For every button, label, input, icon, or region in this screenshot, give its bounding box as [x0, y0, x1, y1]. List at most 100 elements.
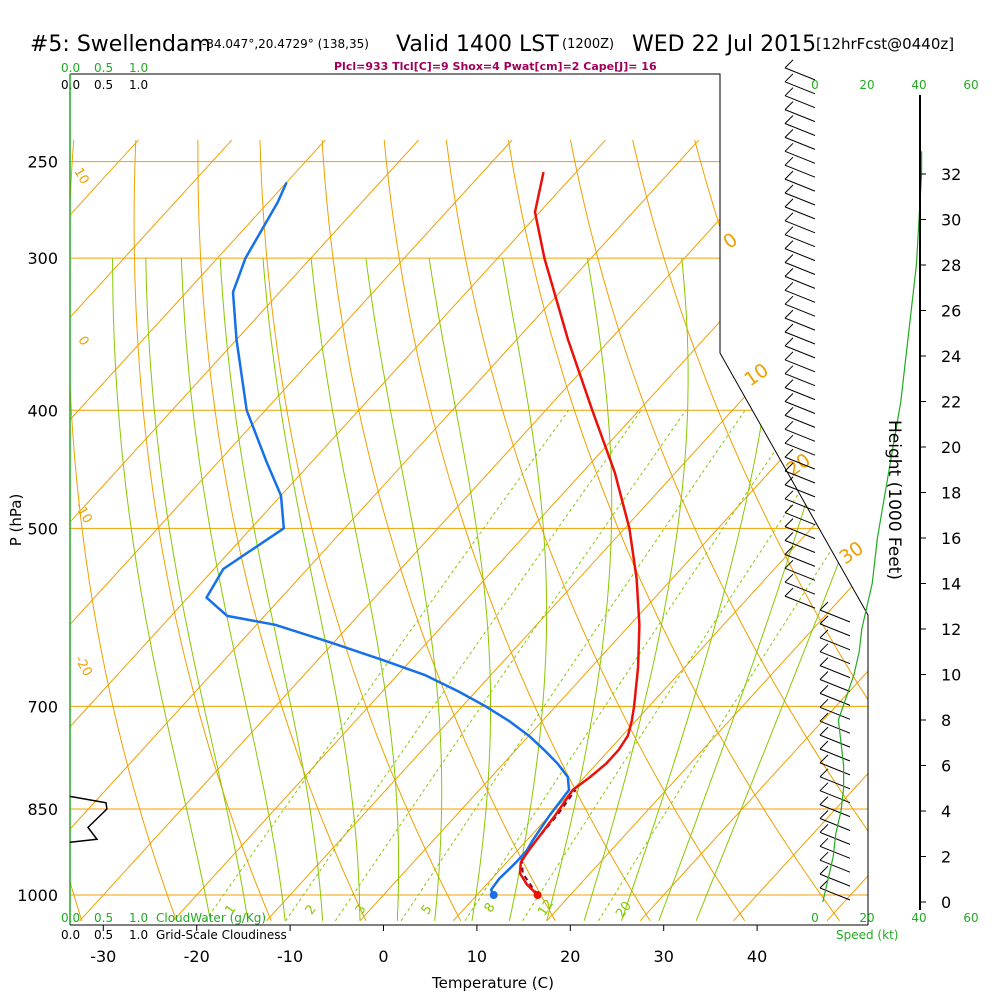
wind-barbs	[784, 59, 851, 901]
wind-barb-staff	[784, 234, 816, 248]
isotherm-30	[639, 139, 868, 922]
pressure-tick-label: 1000	[17, 886, 58, 905]
wind-barb-flag	[819, 615, 829, 625]
surface-dewpoint-marker	[489, 891, 498, 899]
speed-tick-bottom: 60	[963, 911, 978, 925]
height-tick-label: 8	[941, 711, 951, 730]
speed-axis-title: Speed (kt)	[836, 928, 898, 942]
cloudwater-scale-top-0: 0.0	[61, 61, 80, 75]
wind-barb	[784, 254, 816, 275]
isotherm-20	[546, 139, 868, 922]
wind-barb	[784, 546, 816, 567]
isotherm--50	[70, 139, 606, 922]
wind-barb-staff	[819, 692, 851, 706]
wind-barb-flag	[784, 198, 794, 208]
wind-barb	[784, 268, 816, 289]
wind-barb-staff	[784, 275, 816, 289]
cloudiness-scale-top-2: 1.0	[129, 78, 148, 92]
mixing-ratio-line	[522, 410, 855, 922]
wind-barb-staff	[784, 67, 816, 81]
forecast-info: [12hrFcst@0440z]	[816, 35, 954, 53]
wind-barb	[784, 420, 816, 442]
isotherm--70	[70, 139, 419, 922]
x-tick-label: -30	[90, 947, 116, 966]
wind-barb	[819, 851, 851, 873]
station-title: #5: Swellendam	[30, 32, 211, 57]
isotherm-40	[733, 139, 868, 922]
parcel-path	[520, 789, 577, 896]
y-axis-title: P (hPa)	[7, 494, 25, 547]
dry-adiabat	[133, 139, 272, 921]
wind-barb	[784, 587, 816, 609]
wind-barb-flag	[819, 865, 829, 875]
dry-adiabat-label: -10	[71, 500, 95, 526]
dry-adiabat-label: 0	[74, 334, 91, 349]
wind-barb-flag	[784, 518, 794, 527]
dry-adiabat	[445, 139, 746, 922]
wind-barb	[784, 73, 816, 95]
temperature-profile	[518, 171, 641, 896]
wind-barb-flag	[819, 796, 829, 805]
wind-barb	[819, 712, 851, 734]
wind-barb-flag	[784, 268, 794, 277]
wind-speed-profile	[822, 151, 923, 903]
wind-barb-staff	[784, 192, 816, 206]
moist-adiabat	[546, 258, 613, 921]
moist-adiabat	[695, 257, 868, 921]
wind-barb-flag	[784, 87, 794, 97]
speed-tick-top: 0	[811, 78, 819, 92]
moist-adiabat	[145, 258, 249, 921]
wind-barb-staff	[819, 776, 851, 790]
pressure-tick-label: 700	[27, 697, 58, 716]
wind-barb-staff	[819, 679, 851, 692]
wind-barb-flag	[819, 740, 829, 750]
forecast-date: WED 22 Jul 2015	[632, 32, 816, 57]
moist-adiabat	[428, 258, 491, 921]
mixing-ratio-line	[204, 410, 570, 922]
height-tick-label: 30	[941, 211, 961, 230]
wind-barb	[784, 407, 816, 428]
pressure-tick-label: 250	[27, 153, 58, 172]
mixing-ratio-line	[334, 410, 687, 922]
moist-adiabat	[365, 258, 443, 921]
isotherm-50	[826, 139, 868, 922]
cloudiness-line	[69, 795, 108, 843]
wind-barb-staff	[784, 220, 816, 234]
wind-barb-staff	[819, 873, 851, 887]
wind-barb-staff	[784, 553, 816, 567]
wind-barb-staff	[784, 526, 816, 540]
wind-barb	[784, 212, 816, 234]
x-tick-label: -20	[184, 947, 210, 966]
height-tick-label: 0	[941, 893, 951, 912]
isotherm-0	[359, 139, 868, 922]
mixing-ratio-label: 12	[535, 897, 557, 919]
wind-barb-staff	[784, 164, 816, 178]
speed-tick-top: 20	[859, 78, 874, 92]
dry-adiabat-label: 10	[70, 165, 91, 187]
wind-barb-flag	[784, 559, 794, 569]
mixing-ratio-label: 5	[419, 902, 436, 917]
wind-barb-flag	[819, 685, 829, 694]
wind-barb-flag	[784, 101, 794, 110]
wind-barb-staff	[819, 720, 851, 734]
wind-barb-staff	[784, 442, 816, 456]
x-tick-label: 20	[560, 947, 580, 966]
moist-adiabat-label: 30	[835, 537, 867, 569]
isotherm--40	[70, 139, 700, 922]
wind-barb-flag	[784, 546, 794, 555]
height-tick-label: 2	[941, 848, 951, 867]
wind-barb	[784, 295, 816, 317]
height-tick-label: 10	[941, 666, 961, 685]
wind-barb	[819, 810, 851, 831]
wind-barb-staff	[784, 81, 816, 95]
wind-barb	[784, 129, 816, 150]
wind-barb-staff	[784, 581, 816, 595]
wind-barb	[819, 740, 851, 762]
speed-tick-top: 40	[911, 78, 926, 92]
wind-barb-flag	[784, 448, 794, 458]
dry-adiabat	[818, 139, 868, 922]
wind-barb-flag	[784, 532, 794, 541]
cloudiness-scale-bottom-2: 1.0	[129, 928, 148, 942]
dry-adiabat	[383, 139, 651, 922]
pressure-tick-label: 300	[27, 249, 58, 268]
